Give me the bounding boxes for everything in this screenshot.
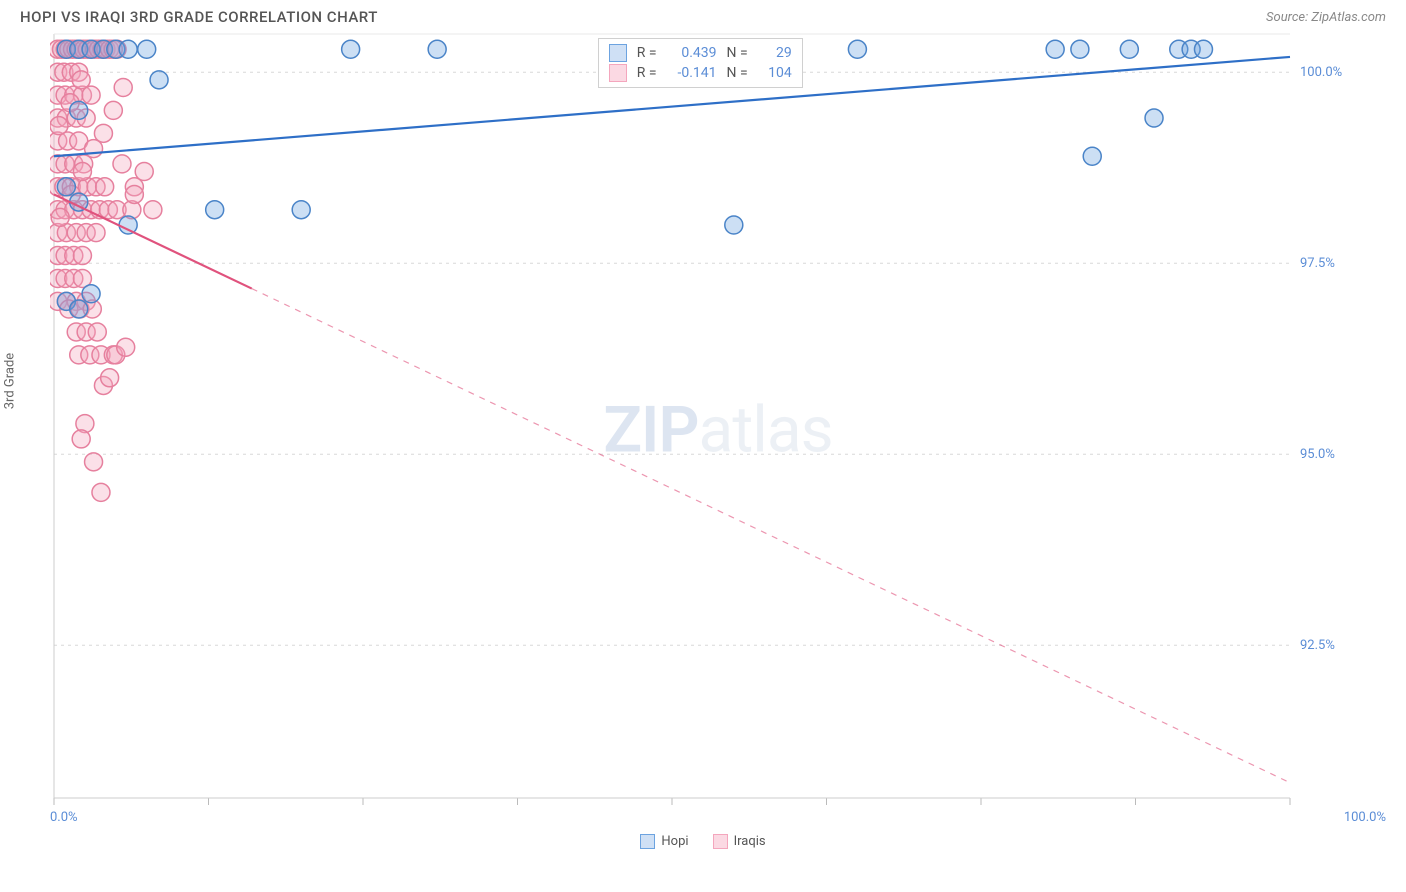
correlation-stats-box: R = 0.439 N = 29 R = -0.141 N = 104	[598, 38, 803, 88]
y-tick-label: 97.5%	[1300, 256, 1335, 271]
source-attribution: Source: ZipAtlas.com	[1266, 10, 1386, 25]
stat-n-label: N =	[727, 65, 748, 81]
data-point-iraqis	[92, 483, 110, 501]
y-axis-label: 3rd Grade	[3, 353, 18, 409]
y-tick-label: 100.0%	[1300, 65, 1342, 80]
data-point-hopi	[342, 40, 360, 58]
data-point-hopi	[1046, 40, 1064, 58]
data-point-iraqis	[51, 208, 69, 226]
chart-header: HOPI VS IRAQI 3RD GRADE CORRELATION CHAR…	[0, 0, 1406, 30]
stat-n-label: N =	[727, 45, 748, 61]
data-point-hopi	[1071, 40, 1089, 58]
data-point-iraqis	[94, 124, 112, 142]
y-tick-label: 92.5%	[1300, 638, 1335, 653]
data-point-hopi	[1083, 147, 1101, 165]
x-axis-labels: 0.0% 100.0%	[50, 810, 1386, 830]
data-point-hopi	[428, 40, 446, 58]
stat-n-value: 104	[758, 65, 792, 81]
stat-swatch	[609, 64, 627, 82]
data-point-hopi	[70, 300, 88, 318]
data-point-hopi	[848, 40, 866, 58]
legend-item: Hopi	[640, 834, 688, 849]
legend-label: Iraqis	[734, 834, 766, 849]
stat-row: R = 0.439 N = 29	[609, 43, 792, 63]
data-point-iraqis	[117, 338, 135, 356]
stat-r-label: R =	[637, 45, 657, 61]
data-point-iraqis	[104, 101, 122, 119]
chart-title: HOPI VS IRAQI 3RD GRADE CORRELATION CHAR…	[20, 8, 378, 26]
data-point-iraqis	[113, 155, 131, 173]
data-point-iraqis	[144, 201, 162, 219]
data-point-iraqis	[135, 163, 153, 181]
data-point-iraqis	[87, 224, 105, 242]
data-point-hopi	[119, 40, 137, 58]
data-point-iraqis	[85, 453, 103, 471]
data-point-iraqis	[114, 78, 132, 96]
legend-item: Iraqis	[713, 834, 766, 849]
data-point-iraqis	[125, 185, 143, 203]
y-tick-label: 95.0%	[1300, 447, 1335, 462]
stat-row: R = -0.141 N = 104	[609, 63, 792, 83]
data-point-hopi	[292, 201, 310, 219]
chart-legend: Hopi Iraqis	[0, 834, 1406, 849]
data-point-hopi	[138, 40, 156, 58]
data-point-iraqis	[50, 117, 68, 135]
stat-r-label: R =	[637, 65, 657, 81]
data-point-hopi	[206, 201, 224, 219]
legend-label: Hopi	[661, 834, 688, 849]
stat-r-value: -0.141	[667, 65, 717, 81]
data-point-hopi	[150, 71, 168, 89]
x-axis-max-label: 100.0%	[1344, 810, 1386, 825]
data-point-iraqis	[96, 178, 114, 196]
legend-swatch	[640, 834, 655, 849]
stat-r-value: 0.439	[667, 45, 717, 61]
legend-swatch	[713, 834, 728, 849]
data-point-iraqis	[72, 71, 90, 89]
chart-container: 3rd Grade 92.5%95.0%97.5%100.0% ZIPatlas…	[50, 30, 1386, 830]
scatter-chart: 92.5% 95.0% 97.5% 100.0%	[50, 30, 1360, 810]
stat-n-value: 29	[758, 45, 792, 61]
data-point-iraqis	[72, 430, 90, 448]
data-point-hopi	[70, 101, 88, 119]
stat-swatch	[609, 44, 627, 62]
data-point-iraqis	[101, 369, 119, 387]
x-axis-min-label: 0.0%	[50, 810, 78, 825]
data-point-hopi	[725, 216, 743, 234]
data-point-hopi	[82, 285, 100, 303]
data-point-hopi	[1120, 40, 1138, 58]
data-point-hopi	[1194, 40, 1212, 58]
data-point-hopi	[119, 216, 137, 234]
data-point-hopi	[1145, 109, 1163, 127]
data-point-iraqis	[88, 323, 106, 341]
data-point-hopi	[57, 178, 75, 196]
data-point-iraqis	[73, 247, 91, 265]
data-point-iraqis	[73, 163, 91, 181]
